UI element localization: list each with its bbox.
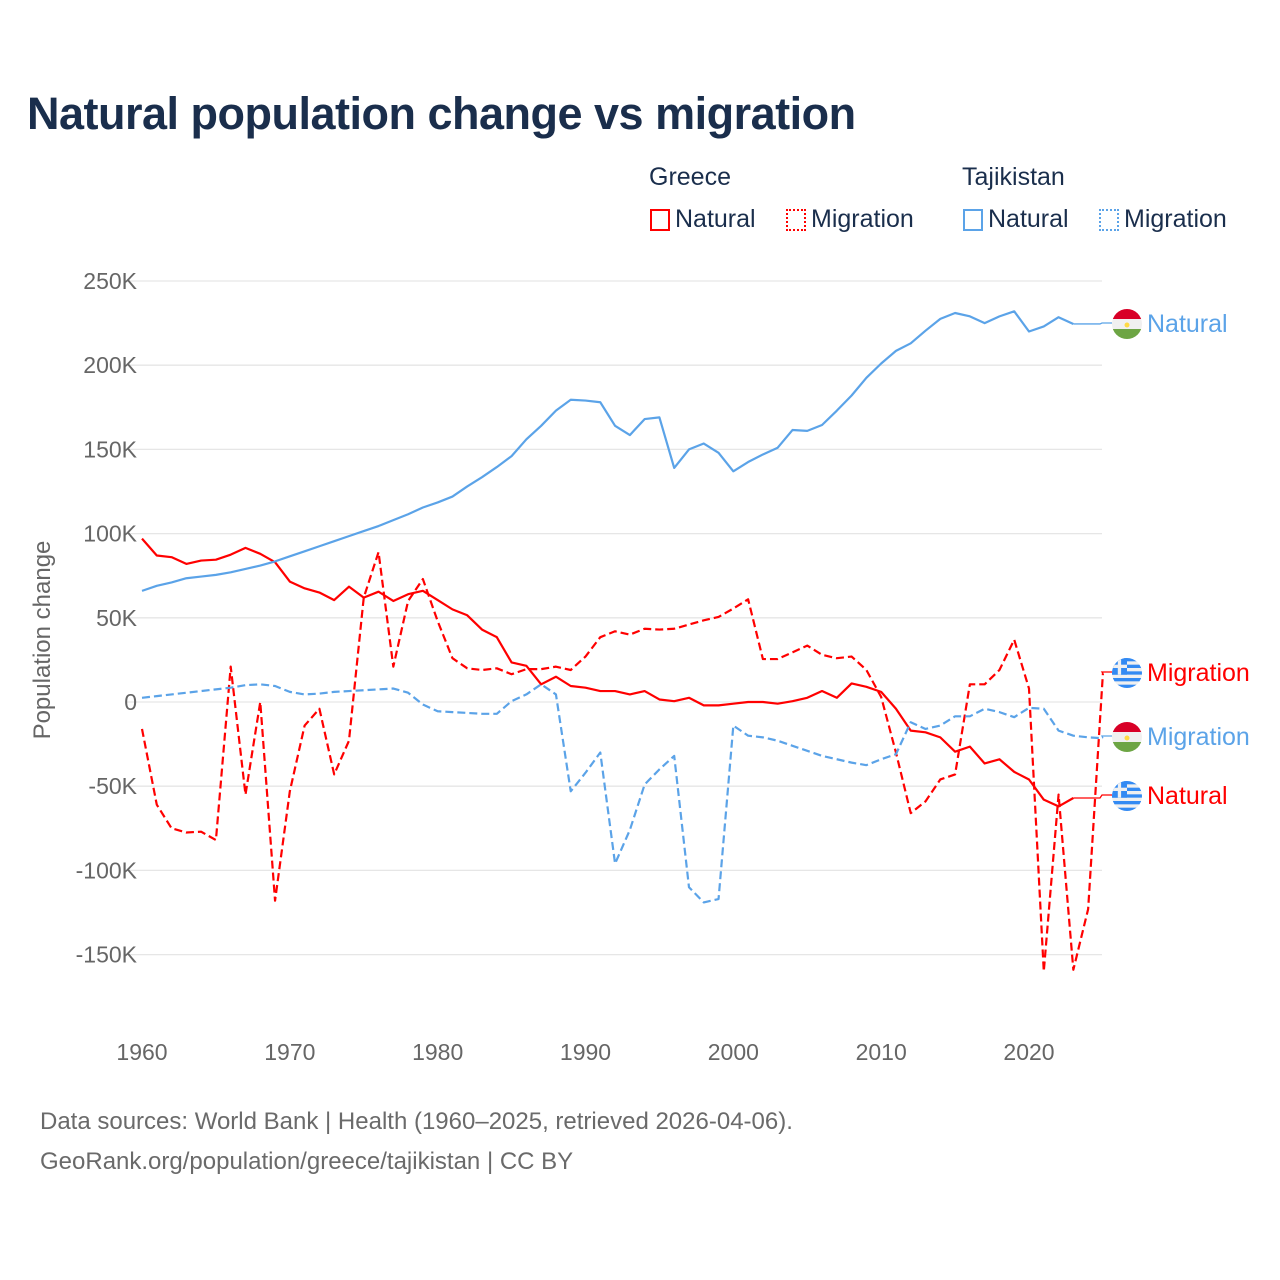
label-connector [1100, 671, 1112, 674]
flag-stripe [1112, 674, 1142, 679]
legend-tajikistan-natural[interactable]: Natural [963, 205, 1069, 234]
tajikistan-flag-icon [1112, 722, 1142, 752]
y-tick-label: 150K [83, 436, 137, 462]
x-tick-label: 2010 [856, 1039, 907, 1065]
legend-label: Natural [675, 205, 756, 233]
legend-label: Migration [811, 205, 914, 233]
flag-stripe [1112, 804, 1142, 808]
x-tick-label: 2020 [1003, 1039, 1054, 1065]
y-tick-label: -50K [88, 773, 137, 799]
chart-title: Natural population change vs migration [27, 88, 856, 139]
label-connector [1073, 322, 1112, 325]
source-link[interactable]: GeoRank.org/population/greece/tajikistan… [40, 1148, 574, 1175]
legend-tajikistan-migration[interactable]: Migration [1099, 205, 1227, 234]
flag-stripe [1112, 681, 1142, 685]
source-text: Data sources: World Bank | Health (1960–… [40, 1108, 793, 1135]
greece-flag-icon [1112, 781, 1142, 811]
legend-swatch-solid [650, 208, 670, 231]
series-line-tajikistan-migration [141, 683, 1103, 904]
x-tick-label: 1970 [264, 1039, 315, 1065]
y-tick-label: -150K [76, 942, 138, 968]
legend-swatch-solid [963, 208, 983, 231]
end-label-gr-natural: Natural [1147, 782, 1228, 810]
flag-stripe [1112, 678, 1142, 682]
flag-crown [1124, 322, 1130, 328]
series-line-tajikistan-natural [141, 310, 1074, 592]
flag-stripe [1112, 684, 1142, 688]
legend-swatch-dotted [1099, 208, 1119, 231]
flag-stripe [1112, 742, 1142, 752]
flag-stripe [1112, 722, 1142, 732]
y-tick-label: 250K [83, 268, 137, 294]
end-label-tj-migration: Migration [1147, 723, 1250, 751]
y-tick-label: 100K [83, 521, 137, 547]
legend-label: Migration [1124, 205, 1227, 233]
tajikistan-flag-icon [1112, 309, 1142, 339]
x-tick-label: 1960 [116, 1039, 167, 1065]
y-tick-label: 200K [83, 352, 137, 378]
legend-swatch-dotted [786, 208, 806, 231]
y-tick-label: 0 [124, 689, 137, 715]
x-tick-label: 2000 [708, 1039, 759, 1065]
greece-flag-icon [1112, 658, 1142, 688]
x-tick-label: 1980 [412, 1039, 463, 1065]
label-connector [1101, 735, 1112, 739]
flag-body [1112, 658, 1142, 688]
flag-crown [1124, 735, 1130, 741]
flag-body [1112, 722, 1142, 752]
legend-label: Natural [988, 205, 1069, 233]
flag-stripe [1112, 309, 1142, 319]
flag-stripe [1112, 797, 1142, 802]
x-tick-label: 1990 [560, 1039, 611, 1065]
flag-stripe [1112, 329, 1142, 339]
end-label-tj-natural: Natural [1147, 310, 1228, 338]
flag-cross [1117, 781, 1122, 798]
flag-body [1112, 781, 1142, 811]
y-axis-label: Population change [29, 541, 56, 740]
end-label-gr-migration: Migration [1147, 659, 1250, 687]
y-tick-label: -100K [76, 857, 138, 883]
legend-group-tajikistan: Tajikistan [962, 163, 1065, 191]
flag-cross [1117, 658, 1122, 675]
series-line-greece-migration [140, 551, 1105, 973]
y-tick-label: 50K [96, 605, 138, 631]
label-connector [1073, 794, 1112, 799]
legend-greece-natural[interactable]: Natural [650, 205, 756, 234]
flag-body [1112, 309, 1142, 339]
legend-greece-migration[interactable]: Migration [786, 205, 914, 234]
legend-group-greece: Greece [649, 163, 731, 191]
flag-stripe [1112, 801, 1142, 805]
flag-stripe [1112, 807, 1142, 811]
series-line-greece-natural [141, 537, 1074, 808]
